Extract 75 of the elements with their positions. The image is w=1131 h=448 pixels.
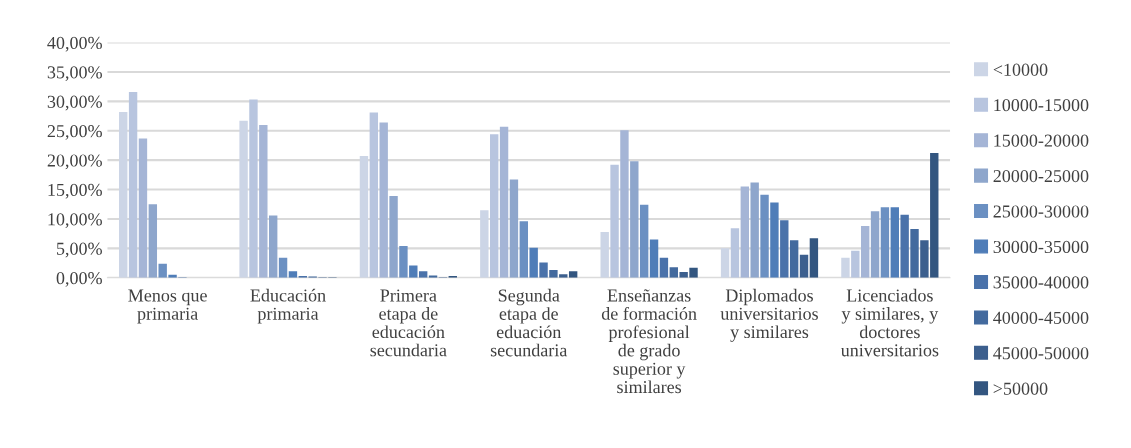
bar [128, 91, 138, 278]
bar [239, 120, 248, 278]
bar [359, 156, 369, 278]
bar [249, 99, 258, 278]
bar [669, 267, 678, 278]
bar [490, 134, 499, 278]
legend-label: 30000-35000 [993, 240, 1089, 254]
bar [389, 196, 398, 278]
y-tick-label: 0,00% [56, 272, 102, 287]
bar [720, 248, 730, 278]
bar [529, 247, 538, 278]
bar [519, 221, 528, 278]
bar [740, 186, 749, 278]
bar [870, 211, 880, 278]
y-tick-label: 30,00% [47, 95, 102, 111]
bar [399, 246, 408, 278]
bar [639, 204, 649, 278]
bar [509, 179, 519, 278]
legend-label: 45000-50000 [993, 347, 1089, 360]
bar [480, 210, 489, 278]
x-tick-label: Menos que primaria [128, 289, 207, 324]
legend-label: >50000 [993, 382, 1048, 395]
legend-label: 15000-20000 [994, 134, 1089, 147]
bar [789, 240, 799, 278]
bar [730, 228, 740, 278]
bar [851, 250, 860, 278]
x-tick-label: Diplomados universitarios y similares [720, 288, 818, 342]
legend-label: <10000 [993, 63, 1048, 76]
bar [409, 265, 418, 278]
bar [750, 182, 759, 278]
y-tick-label: 35,00% [47, 66, 102, 81]
y-tick-label: 25,00% [47, 125, 102, 140]
x-tick-label: Licenciados y similares, y doctores universitarios [840, 288, 939, 357]
bar [930, 153, 939, 278]
x-tick-label: Primera etapa de educación secundaria [370, 289, 447, 357]
bar [630, 161, 639, 278]
legend-label: 10000-15000 [994, 99, 1089, 112]
bar [920, 240, 929, 278]
legend-label: 40000-45000 [993, 311, 1089, 324]
bar [119, 111, 128, 278]
bar [610, 164, 619, 278]
bar [780, 220, 789, 278]
bar [278, 257, 288, 278]
bar [259, 124, 268, 278]
bar [600, 231, 609, 278]
y-tick-label: 5,00% [57, 242, 102, 258]
bar [880, 207, 890, 278]
bar [148, 204, 158, 278]
bar [841, 257, 850, 278]
bar [649, 239, 659, 278]
bar [860, 226, 870, 278]
bar [659, 257, 669, 278]
bar [760, 194, 769, 278]
bar [379, 122, 388, 278]
bar [499, 126, 509, 278]
x-tick-label: Educación primaria [250, 288, 326, 324]
bar [689, 267, 698, 278]
bar [679, 271, 688, 278]
bar [138, 138, 148, 278]
bar [269, 215, 278, 278]
x-tick-label: Segunda etapa de eduación secundaria [490, 288, 568, 357]
y-tick-label: 40,00% [47, 36, 102, 52]
legend-label: 35000-40000 [993, 276, 1089, 289]
bar [770, 202, 779, 278]
y-tick-label: 10,00% [48, 213, 102, 228]
bar [620, 130, 629, 278]
y-tick-label: 15,00% [48, 183, 102, 199]
bar [369, 112, 379, 278]
bar [890, 207, 899, 278]
bar [809, 238, 819, 278]
legend-label: 20000-25000 [993, 169, 1089, 183]
x-tick-label: Enseñanzas de formación profesional de grado superior y similares [601, 289, 697, 394]
legend-label: 25000-30000 [993, 205, 1089, 218]
bar [799, 254, 809, 278]
y-tick-label: 20,00% [47, 154, 102, 170]
